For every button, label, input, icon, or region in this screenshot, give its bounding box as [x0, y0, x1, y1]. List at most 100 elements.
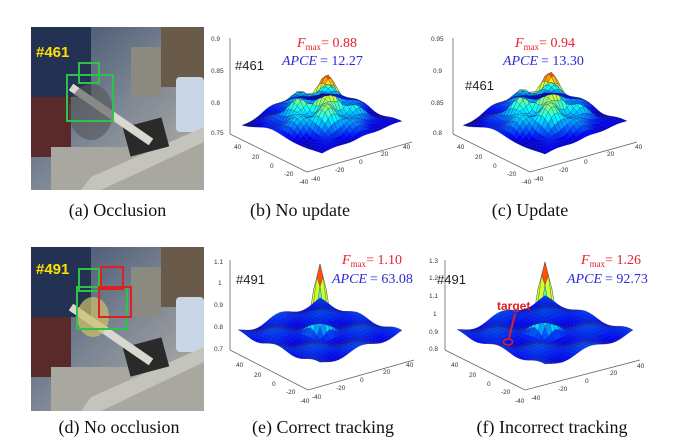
y-tick: 0 — [584, 159, 588, 166]
frame-label: #461 — [465, 78, 494, 93]
apce-label: APCE = 13.30 — [502, 54, 584, 69]
mesh-facet — [541, 92, 549, 95]
z-tick: 1.2 — [429, 275, 438, 282]
photo-occlusion: #461 — [31, 27, 204, 190]
y-tick: -20 — [559, 167, 569, 174]
frame-label: #491 — [36, 261, 69, 278]
surface-plot-correct-tracking: 1.1 1 0.9 0.8 0.7 40 20 0 -20 -40 40 20 … — [208, 250, 420, 415]
y-tick: 40 — [637, 363, 645, 370]
fmax-label: Fmax= 0.88 — [296, 36, 357, 52]
caption-f: (f) Incorrect tracking — [476, 417, 628, 437]
x-tick: -40 — [515, 398, 525, 405]
z-tick: 1 — [218, 280, 222, 287]
z-tick: 1 — [433, 311, 437, 318]
z-tick: 1.1 — [214, 259, 223, 266]
x-tick: 0 — [270, 163, 274, 170]
z-tick: 0.95 — [431, 36, 444, 43]
y-tick: -40 — [311, 176, 321, 183]
y-tick: -20 — [558, 386, 568, 393]
y-tick: -40 — [531, 395, 541, 402]
z-tick: 0.8 — [429, 346, 438, 353]
x-tick: 0 — [493, 163, 497, 170]
y-tick: 0 — [360, 377, 364, 384]
surface-plot-no-update: 0.9 0.85 0.8 0.75 40 20 0 -20 -40 40 20 … — [207, 24, 417, 194]
x-tick: -20 — [286, 389, 296, 396]
fmax-label: Fmax= 0.94 — [514, 36, 575, 52]
z-tick: 0.8 — [433, 130, 442, 137]
y-tick: -20 — [335, 167, 345, 174]
z-tick: 0.85 — [431, 100, 444, 107]
z-tick: 1.3 — [429, 258, 438, 265]
x-tick: -20 — [501, 389, 511, 396]
mesh-facet — [318, 93, 326, 96]
scene-photo: #491 — [31, 247, 204, 411]
y-tick: 20 — [607, 151, 615, 158]
tracking-box-green — [78, 62, 100, 84]
apce-label: APCE = 63.08 — [331, 272, 413, 287]
y-tick: 20 — [381, 151, 389, 158]
caption-b: (b) No update — [250, 200, 350, 220]
y-tick: -40 — [312, 394, 322, 401]
scene-photo: #461 — [31, 27, 204, 190]
surface-mesh — [456, 261, 634, 365]
x-tick: 40 — [451, 362, 459, 369]
target-arrow — [508, 313, 516, 339]
z-tick: 0.8 — [214, 324, 223, 331]
x-tick: 20 — [254, 372, 262, 379]
y-tick: 0 — [359, 159, 363, 166]
x-tick: 20 — [475, 154, 483, 161]
z-tick: 0.9 — [211, 36, 220, 43]
target-marker — [502, 338, 514, 346]
surface-plot-incorrect-tracking: 1.3 1.2 1.1 1 0.9 0.8 40 20 0 -20 -40 40… — [425, 250, 655, 415]
z-tick: 0.9 — [429, 329, 438, 336]
mesh-facet — [316, 297, 324, 302]
y-tick: 40 — [406, 362, 414, 369]
frame-label: #491 — [236, 272, 265, 287]
frame-label: #491 — [437, 272, 466, 287]
apce-label: APCE = 92.73 — [566, 272, 648, 287]
caption-c: (c) Update — [491, 200, 569, 220]
x-tick: 40 — [234, 144, 242, 151]
x-tick: -40 — [522, 179, 532, 186]
y-tick: 20 — [610, 370, 618, 377]
target-annotation: target — [497, 299, 530, 313]
y-tick: 40 — [635, 144, 643, 151]
caption-e: (e) Correct tracking — [252, 417, 394, 437]
apce-label: APCE = 12.27 — [281, 54, 363, 69]
x-tick: 40 — [236, 362, 244, 369]
photo-no-occlusion: #491 — [31, 247, 204, 411]
x-tick: 40 — [457, 144, 465, 151]
caption-a: (a) Occlusion — [68, 200, 167, 220]
surface-mesh — [241, 74, 403, 154]
z-tick: 0.75 — [211, 130, 224, 137]
frame-label: #461 — [235, 58, 264, 73]
z-tick: 0.9 — [433, 68, 442, 75]
z-tick: 1.1 — [429, 293, 438, 300]
x-tick: 20 — [469, 372, 477, 379]
x-tick: -20 — [507, 171, 517, 178]
fmax-label: Fmax= 1.10 — [341, 253, 402, 269]
z-tick: 0.85 — [211, 68, 224, 75]
z-tick: 0.8 — [211, 100, 220, 107]
z-tick: 0.7 — [214, 346, 223, 353]
y-tick: 20 — [383, 369, 391, 376]
x-tick: 0 — [272, 381, 276, 388]
x-tick: -40 — [300, 398, 310, 405]
surface-mesh — [462, 72, 628, 155]
y-tick: 40 — [403, 144, 411, 151]
x-tick: 20 — [252, 154, 260, 161]
mesh-facet — [541, 295, 549, 300]
y-tick: 0 — [585, 378, 589, 385]
surface-mesh — [237, 263, 403, 363]
frame-label: #461 — [36, 44, 69, 61]
caption-d: (d) No occlusion — [58, 417, 180, 437]
y-tick: -40 — [534, 176, 544, 183]
x-tick: -40 — [299, 179, 309, 186]
y-tick: -20 — [336, 385, 346, 392]
x-tick: -20 — [284, 171, 294, 178]
tracking-box-red — [100, 266, 124, 290]
fmax-label: Fmax= 1.26 — [580, 253, 641, 269]
z-tick: 0.9 — [214, 302, 223, 309]
surface-plot-update: 0.95 0.9 0.85 0.8 40 20 0 -20 -40 40 20 … — [427, 24, 652, 194]
x-tick: 0 — [487, 381, 491, 388]
